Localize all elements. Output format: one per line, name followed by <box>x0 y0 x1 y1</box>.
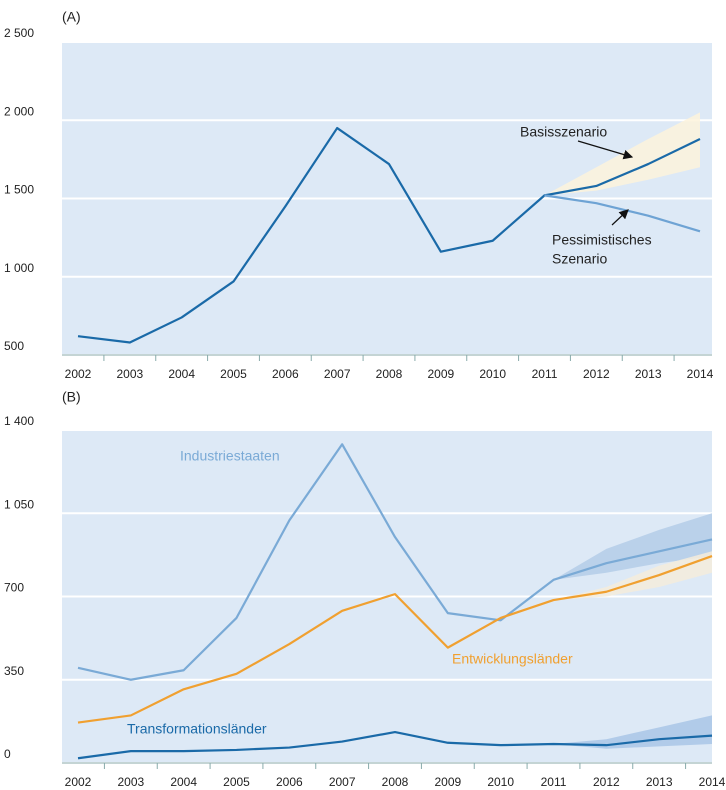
x-tick-label: 2005 <box>223 775 250 789</box>
series-line <box>77 443 713 681</box>
y-tick-label: 2 000 <box>4 104 34 118</box>
y-tick-label: 350 <box>4 664 24 678</box>
x-tick-label: 2006 <box>272 367 299 381</box>
x-tick-label: 2002 <box>65 367 92 381</box>
x-tick-label: 2007 <box>329 775 356 789</box>
annotation-arrow <box>577 140 634 160</box>
y-tick-label: 2 500 <box>4 26 34 40</box>
x-tick-label: 2009 <box>427 367 454 381</box>
x-tick-label: 2010 <box>487 775 514 789</box>
y-tick-label: 700 <box>4 581 24 595</box>
y-tick-label: 0 <box>4 747 11 761</box>
series-label: Entwicklungsländer <box>452 651 573 667</box>
x-tick-label: 2003 <box>117 775 144 789</box>
series-line <box>77 730 713 760</box>
y-tick-label: 500 <box>4 339 24 353</box>
forecast-band <box>553 715 712 749</box>
series-label: Transformationsländer <box>127 721 267 737</box>
forecast-band <box>553 551 712 601</box>
x-tick-label: 2012 <box>583 367 610 381</box>
x-tick-label: 2003 <box>116 367 143 381</box>
series-line <box>77 555 713 724</box>
annotation: Szenario <box>552 251 607 267</box>
x-tick-label: 2011 <box>532 367 558 381</box>
x-tick-label: 2014 <box>699 775 726 789</box>
x-tick-label: 2005 <box>220 367 247 381</box>
x-tick-label: 2008 <box>376 367 403 381</box>
chart-title: (A) <box>62 9 81 25</box>
chart-title: (B) <box>62 389 81 405</box>
y-tick-label: 1 400 <box>4 414 34 428</box>
x-tick-label: 2006 <box>276 775 303 789</box>
x-tick-label: 2004 <box>170 775 197 789</box>
x-tick-label: 2011 <box>541 775 567 789</box>
series-line <box>77 126 701 344</box>
x-tick-label: 2004 <box>168 367 195 381</box>
annotation: Basisszenario <box>520 124 607 140</box>
x-tick-label: 2008 <box>382 775 409 789</box>
annotation-arrow <box>611 209 629 226</box>
x-tick-label: 2014 <box>687 367 714 381</box>
annotation: Pessimistisches <box>552 232 652 248</box>
y-tick-label: 1 500 <box>4 183 34 197</box>
x-tick-label: 2002 <box>65 775 92 789</box>
x-tick-label: 2013 <box>635 367 662 381</box>
y-tick-label: 1 000 <box>4 261 34 275</box>
forecast-band <box>553 513 712 580</box>
x-tick-label: 2010 <box>479 367 506 381</box>
series-label: Industriestaaten <box>180 448 280 464</box>
x-tick-label: 2012 <box>593 775 620 789</box>
y-tick-label: 1 050 <box>4 497 34 511</box>
x-tick-label: 2009 <box>434 775 461 789</box>
x-tick-label: 2007 <box>324 367 351 381</box>
x-tick-label: 2013 <box>646 775 673 789</box>
